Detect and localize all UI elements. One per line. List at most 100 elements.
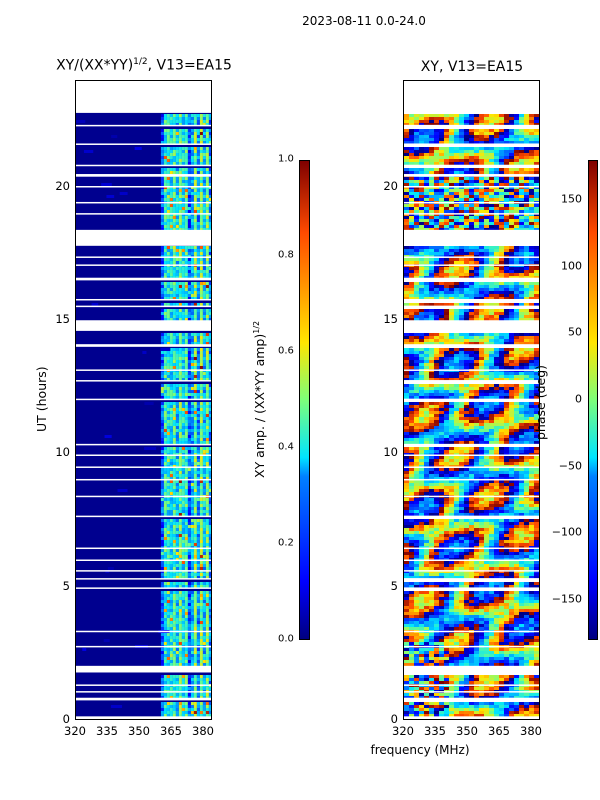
amp-cell [184, 294, 188, 297]
phase-cell [459, 312, 464, 315]
amp-cell [163, 531, 167, 534]
phase-cell [489, 285, 494, 288]
phase-cell [499, 180, 504, 183]
phase-cell [484, 141, 489, 144]
amp-cell [172, 309, 176, 312]
amp-cell [169, 312, 173, 315]
amp-cell [187, 411, 191, 414]
amp-cell [169, 513, 173, 516]
amp-cell [199, 210, 203, 213]
amp-cell [208, 702, 211, 705]
amp-cell [187, 171, 191, 174]
amp-cell [196, 249, 200, 252]
amp-cell [193, 615, 197, 618]
amp-cell [196, 678, 200, 681]
phase-cell [409, 204, 414, 207]
phase-cell [419, 267, 424, 270]
amp-cell [202, 624, 206, 627]
phase-cell [489, 315, 494, 318]
phase-cell [449, 312, 454, 315]
amp-cell [172, 657, 176, 660]
amp-cell [172, 375, 176, 378]
phase-cell [464, 141, 469, 144]
amp-cell [166, 627, 170, 630]
amp-cell [184, 678, 188, 681]
phase-cell [409, 138, 414, 141]
phase-cell [424, 357, 429, 360]
amp-heatmap[interactable] [75, 80, 212, 720]
phase-cell [414, 342, 419, 345]
amp-cell [169, 498, 173, 501]
amp-cell [187, 471, 191, 474]
amp-cell [196, 159, 200, 162]
amp-cell [172, 276, 176, 279]
amp-cell [178, 456, 182, 459]
phase-cell [494, 183, 499, 186]
amp-cell [163, 657, 167, 660]
phase-cell [404, 363, 409, 366]
amp-cell [169, 573, 173, 576]
phase-cell [499, 354, 504, 357]
phase-heatmap[interactable] [403, 80, 540, 720]
amp-cell [190, 429, 194, 432]
phase-cell [479, 153, 484, 156]
amp-cell [199, 708, 203, 711]
phase-cell [509, 159, 514, 162]
phase-cell [474, 153, 479, 156]
phase-cell [444, 291, 449, 294]
amp-cell [163, 204, 167, 207]
phase-cell [474, 138, 479, 141]
amp-cell [166, 219, 170, 222]
amp-cell [175, 492, 179, 495]
amp-cell [187, 123, 191, 126]
amp-cell [169, 612, 173, 615]
phase-cell [429, 258, 434, 261]
phase-cell [509, 273, 514, 276]
amp-cell [184, 693, 188, 696]
amp-cell [202, 303, 206, 306]
phase-cell [479, 168, 484, 171]
phase-cell [429, 252, 434, 255]
amp-cell [199, 549, 203, 552]
phase-cell [479, 282, 484, 285]
amp-cell [160, 156, 164, 159]
phase-cell [529, 153, 534, 156]
amp-cell [199, 477, 203, 480]
amp-cell [175, 525, 179, 528]
amp-cell [178, 582, 182, 585]
amp-cell [208, 210, 211, 213]
amp-cell [175, 312, 179, 315]
amp-cell [169, 555, 173, 558]
phase-cell [464, 189, 469, 192]
amp-cell [199, 711, 203, 714]
phase-cell [469, 153, 474, 156]
amp-cell [166, 396, 170, 399]
phase-cell [454, 207, 459, 210]
phase-cell [424, 336, 429, 339]
amp-cell [178, 270, 182, 273]
phase-cell [449, 318, 454, 321]
amp-cell [205, 156, 209, 159]
phase-cell [404, 210, 409, 213]
amp-cell [166, 138, 170, 141]
amp-cell [103, 639, 110, 642]
amp-cell [202, 543, 206, 546]
amp-cell [190, 123, 194, 126]
amp-cell [190, 132, 194, 135]
phase-cell [509, 195, 514, 198]
phase-cell [449, 156, 454, 159]
amp-cell [172, 687, 176, 690]
phase-cell [459, 228, 464, 231]
amp-cell [184, 195, 188, 198]
amp-cell [187, 528, 191, 531]
amp-cell [190, 372, 194, 375]
amp-cell [163, 711, 167, 714]
phase-cell [514, 141, 519, 144]
amp-cell [184, 348, 188, 351]
phase-cell [424, 171, 429, 174]
amp-cell [190, 612, 194, 615]
amp-cell [169, 417, 173, 420]
amp-cell [187, 372, 191, 375]
phase-cell [409, 183, 414, 186]
amp-cell [178, 156, 182, 159]
